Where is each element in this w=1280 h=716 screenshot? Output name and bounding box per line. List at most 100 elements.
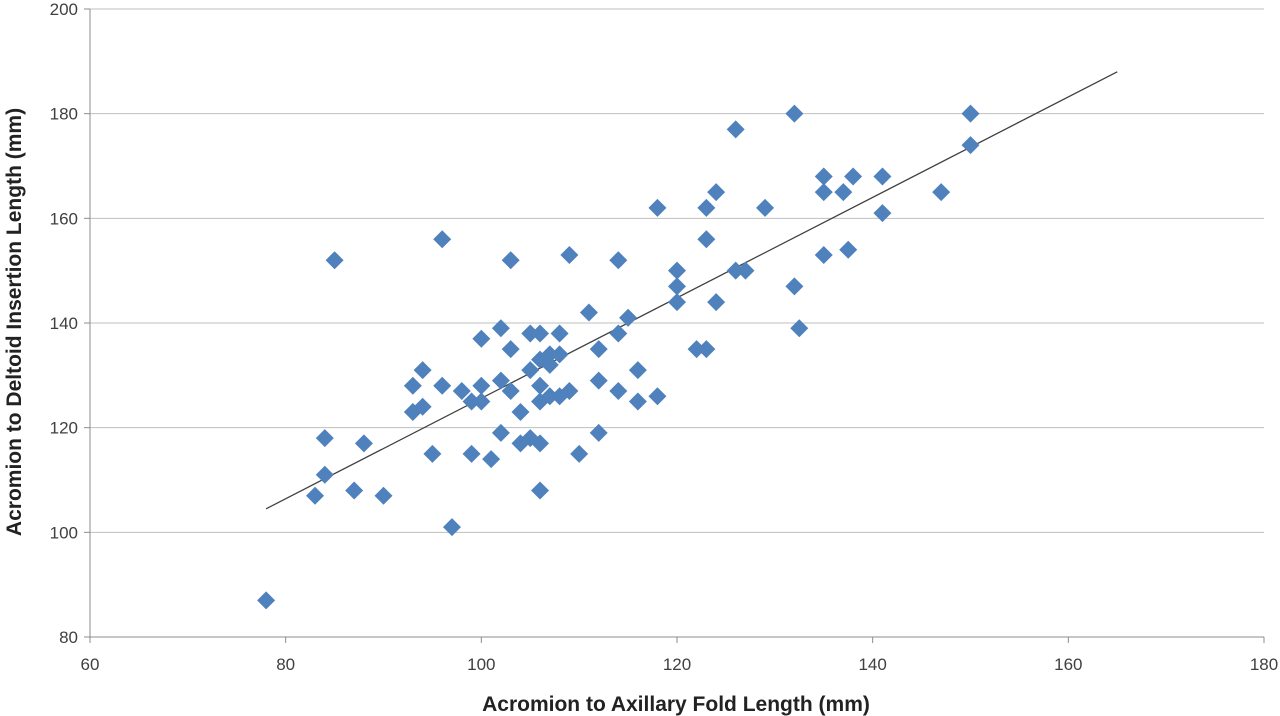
data-point [814, 183, 833, 202]
data-point [697, 340, 716, 359]
data-point [472, 329, 491, 348]
data-point [354, 434, 373, 453]
data-point [648, 387, 667, 406]
x-tick-label: 160 [1054, 655, 1082, 674]
data-point [873, 167, 892, 186]
data-point [413, 397, 432, 416]
data-point [579, 303, 598, 322]
data-point [619, 308, 638, 327]
data-point [668, 277, 686, 296]
y-tick-label: 180 [50, 105, 78, 124]
data-point [531, 481, 550, 500]
data-point [325, 251, 344, 270]
data-point [482, 450, 501, 469]
data-point [736, 261, 755, 280]
data-point [648, 198, 667, 217]
data-point [961, 136, 980, 155]
data-point [707, 293, 726, 312]
data-point [560, 382, 579, 401]
data-point [697, 230, 716, 249]
data-point [609, 324, 628, 343]
y-tick-label: 80 [59, 628, 78, 647]
data-point [491, 319, 510, 338]
data-point [707, 183, 726, 202]
x-tick-label: 120 [663, 655, 691, 674]
data-point [501, 382, 520, 401]
data-point [844, 167, 863, 186]
data-point [697, 198, 716, 217]
x-tick-label: 180 [1250, 655, 1278, 674]
y-tick-label: 200 [50, 0, 78, 19]
y-tick-label: 120 [50, 419, 78, 438]
data-point [560, 245, 579, 264]
data-point [839, 240, 858, 259]
data-point [374, 486, 393, 505]
data-point [452, 382, 471, 401]
data-point [531, 434, 550, 453]
data-point [756, 198, 775, 217]
data-point [790, 319, 809, 338]
data-point [511, 402, 530, 421]
data-point [462, 444, 481, 463]
data-point [550, 324, 569, 343]
data-point [550, 345, 569, 364]
data-points [257, 104, 980, 610]
data-point [462, 392, 481, 411]
data-point [726, 261, 745, 280]
data-point [423, 444, 442, 463]
data-point [540, 387, 559, 406]
y-axis-title: Acromion to Deltoid Insertion Length (mm… [3, 108, 26, 536]
data-point [491, 423, 510, 442]
y-tick-label: 140 [50, 314, 78, 333]
x-tick-labels: 60 80 100 120 140 160 180 [81, 655, 1279, 674]
data-point [413, 361, 432, 380]
gridlines [90, 8, 1264, 533]
data-point [442, 518, 461, 537]
data-point [687, 340, 706, 359]
x-tick-label: 100 [467, 655, 495, 674]
data-point [501, 340, 520, 359]
data-point [814, 167, 833, 186]
data-point [785, 104, 804, 123]
data-point [315, 465, 334, 484]
data-point [961, 104, 980, 123]
y-tick-label: 160 [50, 209, 78, 228]
data-point [589, 423, 608, 442]
data-point [531, 324, 550, 343]
y-tick-labels: 80 100 120 140 160 180 200 [50, 0, 78, 647]
data-point [932, 183, 951, 202]
data-point [668, 261, 686, 280]
data-point [345, 481, 364, 500]
data-point [531, 376, 550, 395]
data-point [472, 392, 491, 411]
data-point [403, 376, 422, 395]
data-point [257, 591, 276, 610]
data-point [628, 392, 647, 411]
y-tick-label: 100 [50, 523, 78, 542]
data-point [501, 251, 520, 270]
axes [84, 8, 1265, 643]
data-point [540, 345, 559, 364]
x-tick-label: 80 [276, 655, 295, 674]
data-point [609, 251, 628, 270]
data-point [785, 277, 804, 296]
data-point [570, 444, 589, 463]
data-point [540, 355, 559, 374]
data-point [589, 371, 608, 390]
data-point [521, 324, 540, 343]
data-point [726, 120, 745, 139]
data-point [628, 361, 647, 380]
data-point [521, 361, 540, 380]
data-point [834, 183, 853, 202]
x-axis-title: Acromion to Axillary Fold Length (mm) [482, 693, 870, 716]
data-point [814, 245, 833, 264]
data-point [491, 371, 510, 390]
data-point [873, 204, 892, 223]
data-point [315, 429, 334, 448]
data-point [589, 340, 608, 359]
x-tick-label: 140 [858, 655, 886, 674]
x-tick-label: 60 [81, 655, 100, 674]
trendline-layer [265, 71, 1118, 510]
data-point [472, 376, 491, 395]
